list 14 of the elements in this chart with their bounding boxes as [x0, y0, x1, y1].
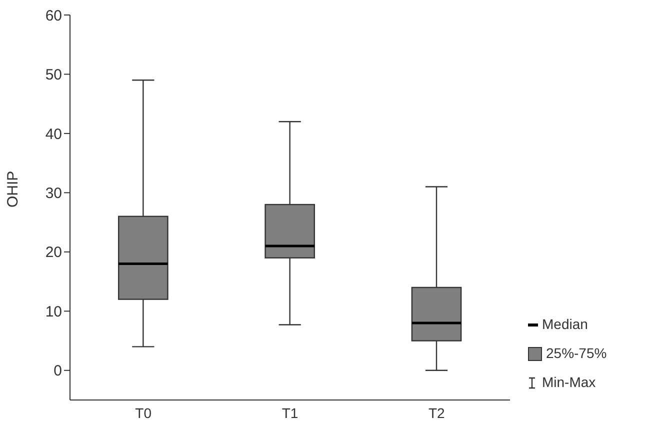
x-tick-label: T0 — [135, 404, 152, 421]
y-tick-label: 30 — [45, 185, 62, 202]
x-tick-label: T1 — [282, 404, 298, 421]
y-tick-label: 20 — [45, 244, 62, 262]
y-tick-label: 0 — [54, 362, 62, 380]
y-tick-label: 60 — [45, 7, 62, 24]
text: Min-Max — [542, 373, 596, 392]
y-tick-label: 50 — [45, 66, 62, 84]
y-tick-label: 10 — [45, 303, 62, 320]
x-tick-label: T2 — [428, 404, 446, 421]
text: 25%-75% — [546, 344, 607, 363]
y-axis-title: OHIP — [4, 170, 22, 208]
y-tick-label: 40 — [45, 126, 62, 143]
text: Median — [542, 315, 588, 334]
